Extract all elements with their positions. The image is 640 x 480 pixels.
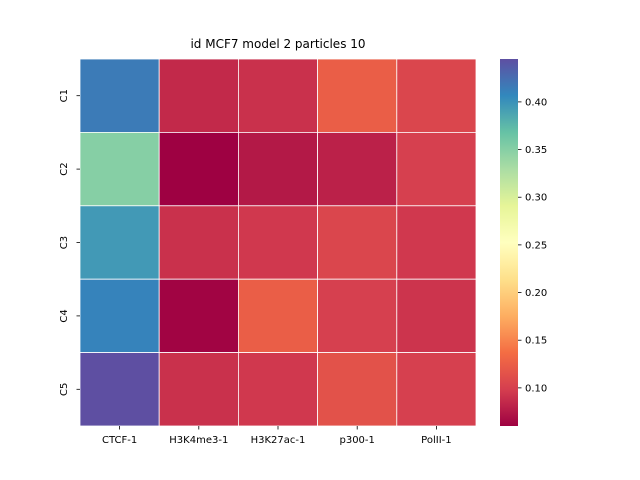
heatmap-cell-C3-H3K4me3-1 — [158, 205, 239, 280]
y-tick-label: C1 — [59, 89, 70, 102]
colorbar-tick-label: 0.30 — [525, 193, 547, 204]
heatmap-cell-C1-H3K27ac-1 — [237, 58, 318, 133]
heatmap-cell-C1-p300-1 — [317, 58, 398, 133]
colorbar-tick-label: 0.25 — [525, 240, 547, 251]
colorbar-tick-label: 0.20 — [525, 288, 547, 299]
heatmap-cell-C4-H3K4me3-1 — [158, 278, 239, 354]
x-axis-ticks: CTCF-1 H3K4me3-1 H3K27ac-1 p300-1 PolII-1 — [102, 426, 452, 446]
heatmap-cell-C2-CTCF-1 — [79, 131, 160, 207]
heatmap-cell-C5-H3K4me3-1 — [158, 352, 239, 427]
heatmap-cell-C5-PolII-1 — [396, 352, 477, 427]
heatmap-cell-C2-H3K27ac-1 — [237, 131, 318, 207]
heatmap-cell-C4-PolII-1 — [396, 278, 477, 354]
heatmap-cell-C4-p300-1 — [317, 278, 398, 354]
x-tick-label: H3K27ac-1 — [251, 435, 306, 446]
heatmap-cell-C5-CTCF-1 — [79, 352, 160, 427]
colorbar-tick-label: 0.15 — [525, 336, 547, 347]
heatmap-cell-C2-PolII-1 — [396, 131, 477, 207]
x-tick-label: p300-1 — [339, 435, 374, 446]
y-tick-label: C4 — [59, 309, 70, 322]
x-tick-label: CTCF-1 — [102, 435, 137, 446]
colorbar-tick-label: 0.10 — [525, 383, 547, 394]
x-tick-label: PolII-1 — [421, 435, 451, 446]
heatmap-cell-C4-H3K27ac-1 — [237, 278, 318, 354]
chart-title: id MCF7 model 2 particles 10 — [190, 37, 365, 51]
heatmap-cell-C2-H3K4me3-1 — [158, 131, 239, 207]
heatmap-cell-C3-PolII-1 — [396, 205, 477, 280]
x-tick-label: H3K4me3-1 — [169, 435, 228, 446]
y-axis-ticks: C1 C2 C3 C4 C5 — [59, 89, 80, 396]
heatmap-cell-C3-H3K27ac-1 — [237, 205, 318, 280]
heatmap-cell-C1-PolII-1 — [396, 58, 477, 133]
heatmap-cell-C2-p300-1 — [317, 131, 398, 207]
y-tick-label: C5 — [59, 383, 70, 396]
heatmap-cells — [79, 58, 477, 427]
colorbar: 0.10 0.15 0.20 0.25 0.30 0.35 0.40 — [500, 59, 547, 426]
y-tick-label: C2 — [59, 162, 70, 175]
heatmap-cell-C3-p300-1 — [317, 205, 398, 280]
y-tick-label: C3 — [59, 236, 70, 249]
heatmap-cell-C3-CTCF-1 — [79, 205, 160, 280]
heatmap-cell-C5-H3K27ac-1 — [237, 352, 318, 427]
heatmap-cell-C4-CTCF-1 — [79, 278, 160, 354]
heatmap-cell-C1-CTCF-1 — [79, 58, 160, 133]
heatmap-cell-C5-p300-1 — [317, 352, 398, 427]
colorbar-gradient — [500, 59, 518, 426]
colorbar-tick-label: 0.35 — [525, 145, 547, 156]
colorbar-tick-label: 0.40 — [525, 97, 547, 108]
heatmap-cell-C1-H3K4me3-1 — [158, 58, 239, 133]
